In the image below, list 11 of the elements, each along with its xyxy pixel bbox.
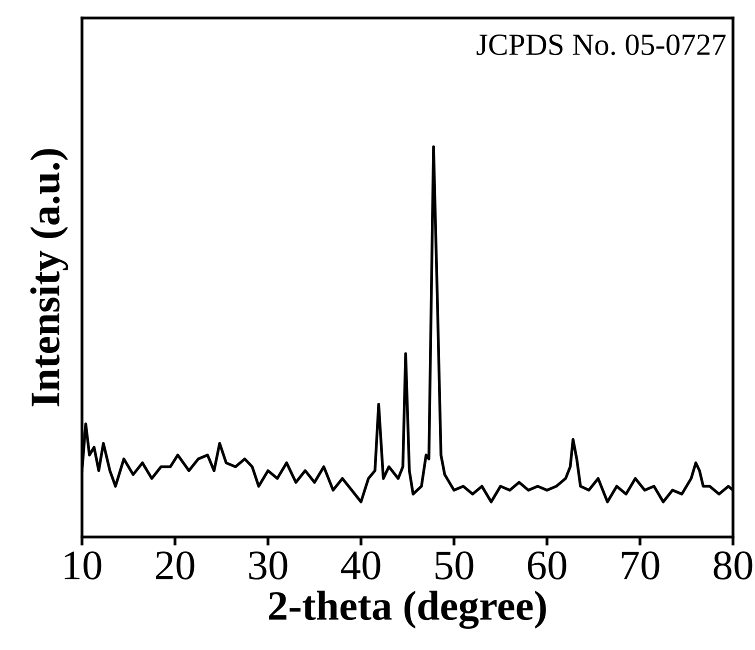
x-tick-label: 20 bbox=[156, 551, 194, 580]
y-axis-title: Intensity (a.u.) bbox=[30, 149, 68, 406]
x-tick-label: 50 bbox=[436, 551, 474, 580]
x-tick-label: 10 bbox=[64, 551, 102, 580]
x-tick-label: 30 bbox=[249, 551, 288, 580]
x-axis-title: 2-theta (degree) bbox=[269, 590, 546, 629]
x-tick-label: 70 bbox=[622, 551, 660, 580]
x-tick-label: 80 bbox=[714, 551, 752, 580]
x-tick-label: 40 bbox=[340, 551, 380, 580]
text: JCPDS No. 05-0727 bbox=[476, 34, 726, 56]
x-tick-label: 60 bbox=[528, 551, 566, 580]
